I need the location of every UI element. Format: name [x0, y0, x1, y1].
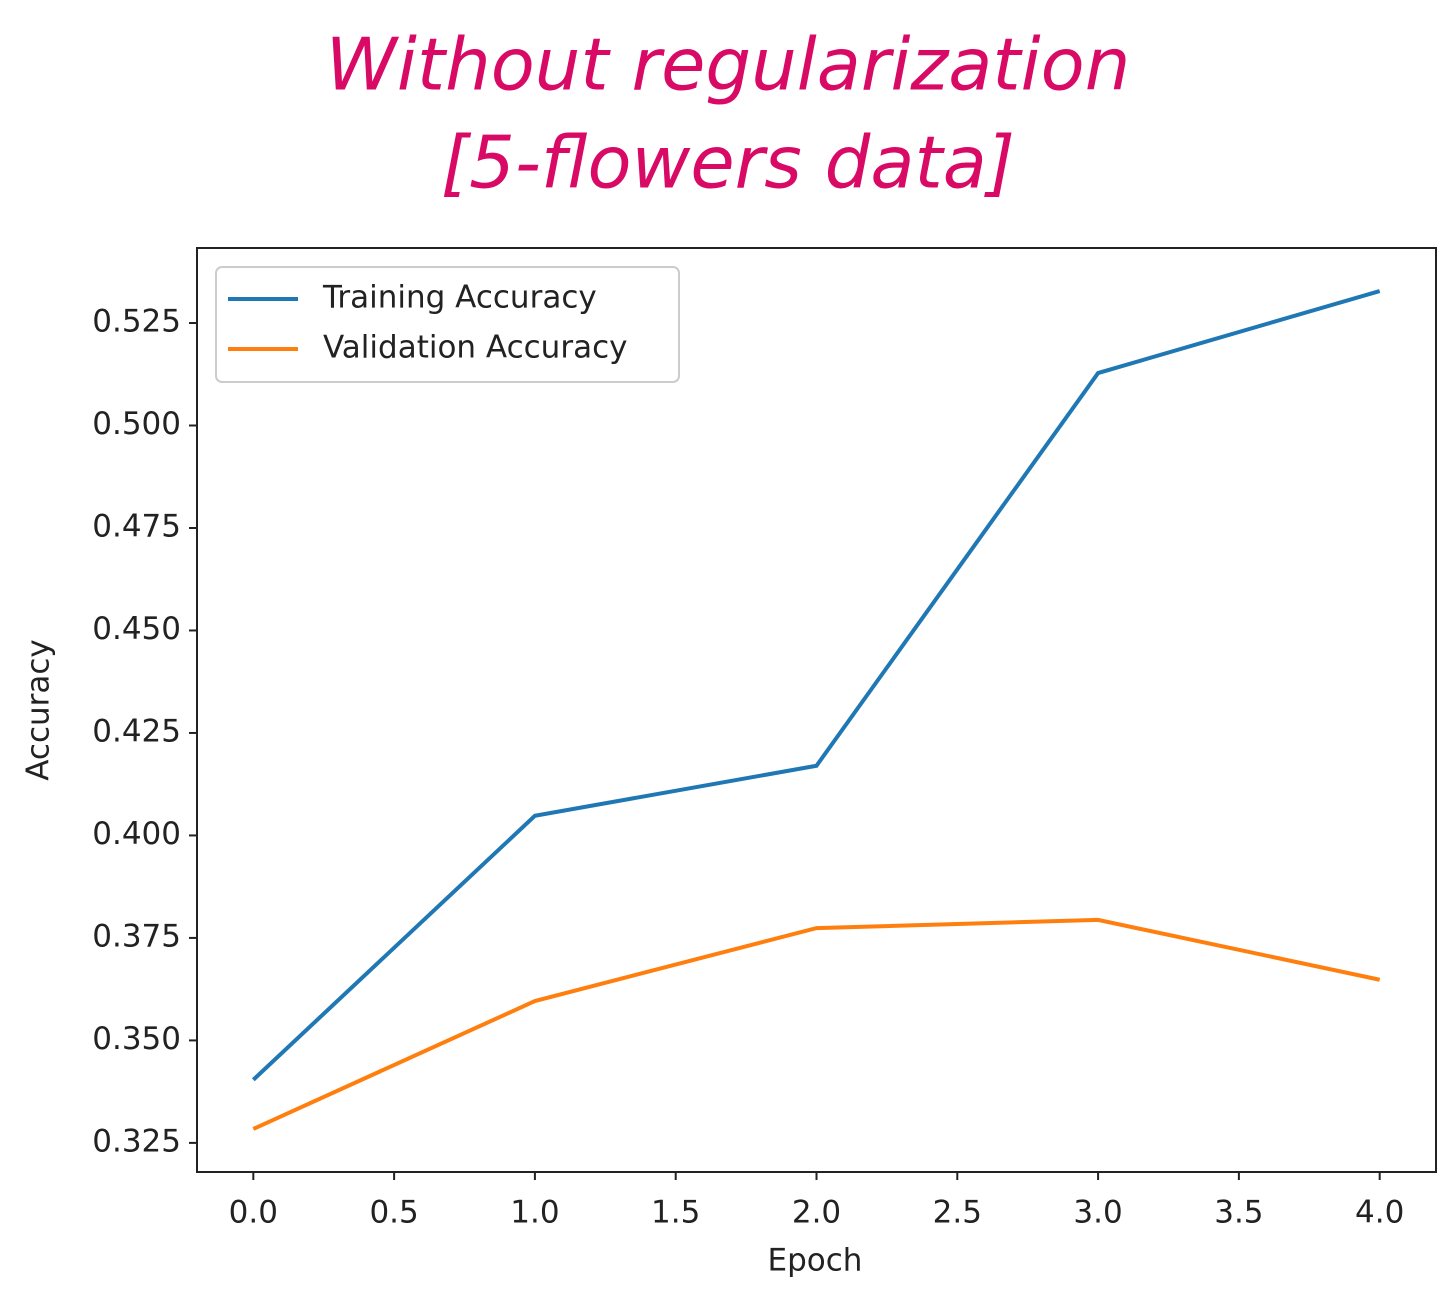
- x-tick-label: 3.5: [1214, 1195, 1263, 1231]
- x-tick-label: 2.0: [792, 1195, 841, 1231]
- legend-label: Training Accuracy: [322, 280, 597, 316]
- data-line: [251, 289, 1381, 1082]
- x-tick-label: 1.5: [651, 1195, 700, 1231]
- y-tick-label: 0.500: [92, 406, 181, 442]
- y-axis-label: Accuracy: [21, 639, 57, 781]
- x-tick-label: 0.0: [229, 1195, 278, 1231]
- y-tick-label: 0.350: [92, 1021, 181, 1057]
- x-axis-label: Epoch: [768, 1243, 863, 1279]
- plot-frame: [196, 247, 1437, 1173]
- chart-title: Without regularization: [326, 23, 1131, 107]
- legend-label: Validation Accuracy: [323, 330, 627, 366]
- y-tick-label: 0.450: [92, 611, 181, 647]
- x-tick-label: 0.5: [369, 1195, 418, 1231]
- y-tick-label: 0.525: [92, 304, 181, 340]
- x-tick-label: 3.0: [1073, 1195, 1122, 1231]
- y-tick-label: 0.425: [92, 713, 181, 749]
- y-tick-label: 0.475: [92, 508, 181, 544]
- x-tick-label: 1.0: [510, 1195, 559, 1231]
- x-tick-label: 4.0: [1355, 1195, 1404, 1231]
- y-tick-label: 0.375: [92, 918, 181, 954]
- data-line: [252, 917, 1381, 1131]
- legend-box: [215, 266, 680, 383]
- y-tick-label: 0.325: [92, 1123, 181, 1159]
- y-tick-label: 0.400: [92, 816, 181, 852]
- chart-title: [5-flowers data]: [441, 121, 1015, 205]
- x-tick-label: 2.5: [933, 1195, 982, 1231]
